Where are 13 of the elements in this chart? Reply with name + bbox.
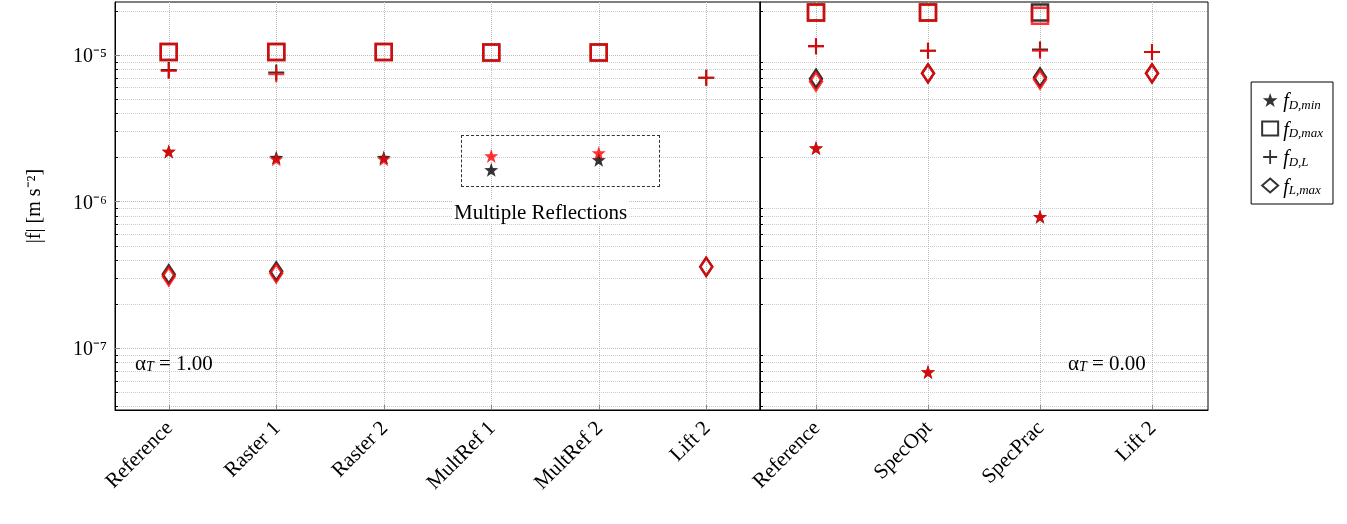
y-tick-label: 10⁻⁶ <box>73 190 108 213</box>
y-axis-title: |f| [m s⁻²] <box>22 168 45 244</box>
legend-label: fD,max <box>1283 117 1324 141</box>
y-tick-label: 10⁻⁷ <box>73 337 108 360</box>
x-tick-label: Lift 2 <box>664 415 715 466</box>
annotation: αT = 1.00 <box>135 350 213 375</box>
legend-label: fL,max <box>1283 174 1322 198</box>
annotation: Multiple Reflections <box>454 199 628 224</box>
y-tick-label: 10⁻⁵ <box>73 44 107 67</box>
x-tick-label: Lift 2 <box>1110 415 1161 466</box>
annotation: αT = 0.00 <box>1068 350 1146 375</box>
legend-label: fD,L <box>1283 146 1309 169</box>
legend-label: fD,min <box>1283 89 1321 112</box>
